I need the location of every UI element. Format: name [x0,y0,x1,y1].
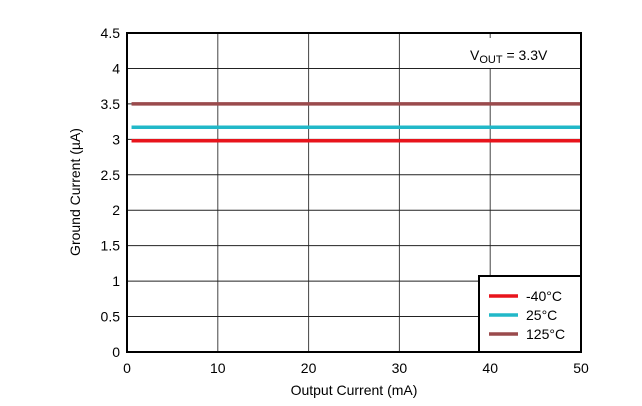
x-axis-label: Output Current (mA) [291,382,418,398]
x-tick-label: 0 [123,360,131,376]
legend-label: 25°C [526,307,557,323]
y-tick-label: 2.5 [101,167,121,183]
legend: -40°C 25°C 125°C [478,275,582,353]
y-tick-label: 0 [112,344,120,360]
x-tick-label: 40 [482,360,498,376]
y-tick-label: 3.5 [101,96,121,112]
y-tick-label: 2 [112,202,120,218]
y-tick-label: 4.5 [101,25,121,41]
y-tick-label: 3 [112,131,120,147]
vout-annotation: VOUT = 3.3V [458,38,580,68]
series-lines [131,102,581,143]
plot-frame [126,32,582,353]
y-tick-label: 0.5 [101,309,121,325]
y-axis-label: Ground Current (µA) [67,128,83,256]
tick-labels: 0 10 20 30 40 50 0 0.5 1 1.5 2 2.5 3 3.5 4 4.5 [101,25,589,376]
x-tick-label: 20 [301,360,317,376]
y-tick-label: 1.5 [101,238,121,254]
y-tick-label: 1 [112,273,120,289]
x-tick-label: 10 [210,360,226,376]
vout-annotation-text: VOUT = 3.3V [470,47,548,66]
legend-label: 125°C [526,326,565,342]
x-tick-label: 30 [392,360,408,376]
y-tick-label: 4 [112,60,120,76]
legend-label: -40°C [526,288,562,304]
x-tick-label: 50 [573,360,589,376]
